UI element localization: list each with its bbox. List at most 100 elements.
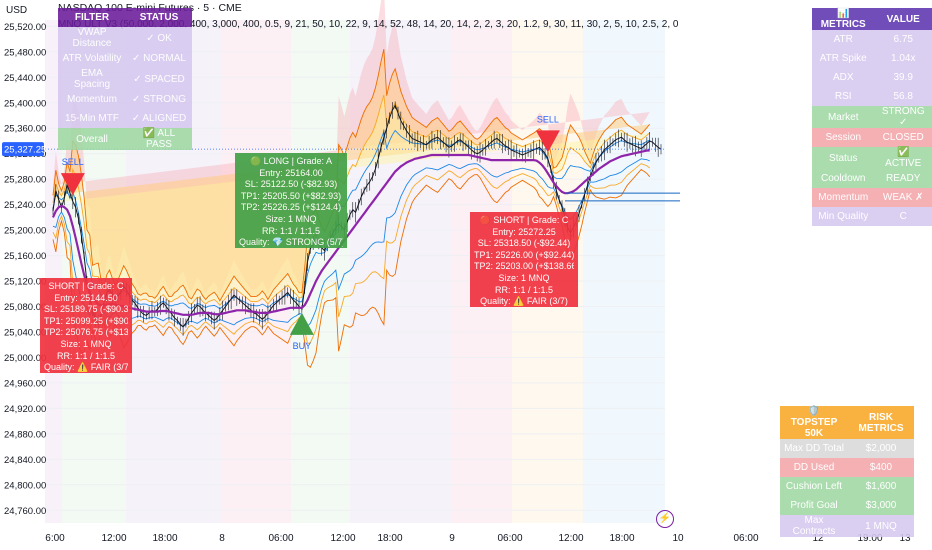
trade-card-line: RR: 1:1 / 1:1.5: [261, 225, 321, 236]
row-value: ✓ STRONG: [126, 90, 192, 109]
row-value: WEAK ✗: [874, 188, 932, 207]
row-label: VWAP Distance: [58, 27, 126, 49]
table-row: Momentum WEAK ✗: [812, 188, 932, 207]
indicator-params[interactable]: MNQ ULT V3 (50,000, 2,000, 400, 3,000, 4…: [58, 19, 678, 30]
current-price-label: 25,327.25: [4, 145, 46, 156]
trade-card-line: TP1: 25226.00 (+$92.44): [474, 249, 574, 260]
table-row: Profit Goal $3,000: [780, 496, 914, 515]
trade-card-long-1: 🟢 LONG | Grade: A Entry: 25164.00 SL: 2512…: [235, 153, 347, 248]
y-tick-label: 24,920.00: [4, 404, 46, 415]
time-axis[interactable]: 6:00 12:00 18:00 8 06:00 12:00 18:00 9 06:00 12:0…: [45, 533, 911, 544]
trade-card-line: Quality: ⚠️ FAIR (3/7): [44, 362, 128, 373]
x-tick-label: 10: [672, 533, 684, 544]
band-fill: [53, 49, 650, 301]
table-header: STATUS: [126, 8, 192, 27]
table-row: EMA Spacing ✓ SPACED: [58, 68, 192, 90]
row-value: ✓ NORMAL: [126, 49, 192, 68]
y-tick-label: 25,440.00: [4, 73, 46, 84]
table-row: DD Used $400: [780, 458, 914, 477]
row-value: 6.75: [874, 30, 932, 49]
x-tick-label: 9: [449, 533, 455, 544]
row-label: Cushion Left: [780, 477, 848, 496]
y-tick-label: 25,520.00: [4, 22, 46, 33]
y-tick-label: 25,160.00: [4, 251, 46, 262]
row-label: Market: [812, 106, 875, 128]
y-tick-label: 25,080.00: [4, 302, 46, 313]
table-row: Session CLOSED: [812, 128, 932, 147]
trade-card-line: Quality: 💎 STRONG (5/7): [239, 237, 343, 248]
row-label: Profit Goal: [780, 496, 848, 515]
sell-marker[interactable]: [535, 130, 560, 153]
row-value: ✓ SPACED: [126, 68, 192, 90]
table-row: Market STRONG ✓: [812, 106, 932, 128]
table-row: Overall ✅ ALL PASS: [58, 128, 192, 150]
row-label: Min Quality: [812, 207, 875, 226]
x-tick-label: 18:00: [152, 533, 177, 544]
row-value: $1,600: [848, 477, 914, 496]
row-value: $400: [848, 458, 914, 477]
trade-card-short-2: 🔴 SHORT | Grade: C Entry: 25272.25 SL: 253…: [470, 212, 578, 307]
band-line: [52, 163, 650, 344]
table-row: RSI 56.8: [812, 87, 932, 106]
row-label: ATR Volatility: [58, 49, 126, 68]
sell-label: SELL: [537, 114, 559, 124]
row-label: ATR: [812, 30, 875, 49]
trade-levels: [565, 192, 680, 202]
table-row: Momentum ✓ STRONG: [58, 90, 192, 109]
x-tick-label: 06:00: [497, 533, 522, 544]
x-tick-label: 13: [899, 533, 911, 544]
table-header: 🛡️ TOPSTEP 50K: [780, 406, 848, 439]
row-label: Momentum: [812, 188, 875, 207]
table-header: FILTER: [58, 8, 126, 27]
row-label: Max DD Total: [780, 439, 848, 458]
y-tick-label: 25,000.00: [4, 353, 46, 364]
y-tick-label: 24,800.00: [4, 480, 46, 491]
row-value: C: [874, 207, 932, 226]
row-value: 1.04x: [874, 49, 932, 68]
table-row: Status ✅ ACTIVE: [812, 147, 932, 169]
trade-card-line: TP2: 25226.25 (+$124.4): [240, 202, 342, 213]
trade-card-line: TP1: 25099.25 (+$90.39): [44, 315, 128, 326]
trade-card-line: TP1: 25205.50 (+$82.93): [240, 190, 342, 201]
table-row: Max Contracts 1 MNQ: [780, 515, 914, 537]
lightning-icon[interactable]: ⚡: [656, 510, 674, 528]
y-tick-label: 25,240.00: [4, 200, 46, 211]
trade-card-line: 🟢 LONG | Grade: A: [249, 156, 333, 166]
x-tick-label: 19:00: [857, 533, 882, 544]
table-row: Min Quality C: [812, 207, 932, 226]
y-tick-label: 25,280.00: [4, 175, 46, 186]
y-tick-label: 24,880.00: [4, 429, 46, 440]
sell-marker[interactable]: [60, 173, 85, 196]
trade-card-line: TP2: 25076.75 (+$135.50): [44, 327, 128, 338]
trade-card-short-1: SHORT | Grade: C Entry: 25144.50 SL: 25189…: [40, 278, 132, 373]
x-tick-label: 18:00: [377, 533, 402, 544]
x-tick-label: 06:00: [733, 533, 758, 544]
trade-card-line: RR: 1:1 / 1:1.5: [56, 350, 116, 361]
trade-card-line: 🔴 SHORT | Grade: C: [479, 215, 569, 225]
table-row: VWAP Distance ✓ OK: [58, 27, 192, 49]
band-line: [52, 168, 651, 369]
row-label: Status: [812, 147, 875, 169]
trade-card-line: Entry: 25164.00: [259, 167, 323, 178]
row-label: ATR Spike: [812, 49, 875, 68]
x-tick-label: 18:00: [609, 533, 634, 544]
row-label: RSI: [812, 87, 875, 106]
trade-card-line: Entry: 25144.50: [54, 292, 118, 303]
price-axis[interactable]: 25,520.00 25,480.00 25,440.00 25,400.00 25,3…: [2, 22, 665, 517]
trade-card-line: Size: 1 MNQ: [60, 338, 112, 349]
ema-line: [51, 149, 650, 316]
table-row: ATR 6.75: [812, 30, 932, 49]
trade-card-line: SHORT | Grade: C: [48, 281, 124, 291]
table-header: VALUE: [874, 8, 932, 30]
row-label: DD Used: [780, 458, 848, 477]
x-tick-label: 12: [812, 533, 824, 544]
y-tick-label: 24,760.00: [4, 506, 46, 517]
x-tick-label: 12:00: [101, 533, 126, 544]
y-tick-label: 25,400.00: [4, 98, 46, 109]
table-row: Max DD Total $2,000: [780, 439, 914, 458]
row-value: 1 MNQ: [848, 515, 914, 537]
signal-markers: SELL BUY SELL: [60, 114, 560, 351]
buy-marker[interactable]: [289, 312, 314, 335]
table-row: ATR Spike 1.04x: [812, 49, 932, 68]
